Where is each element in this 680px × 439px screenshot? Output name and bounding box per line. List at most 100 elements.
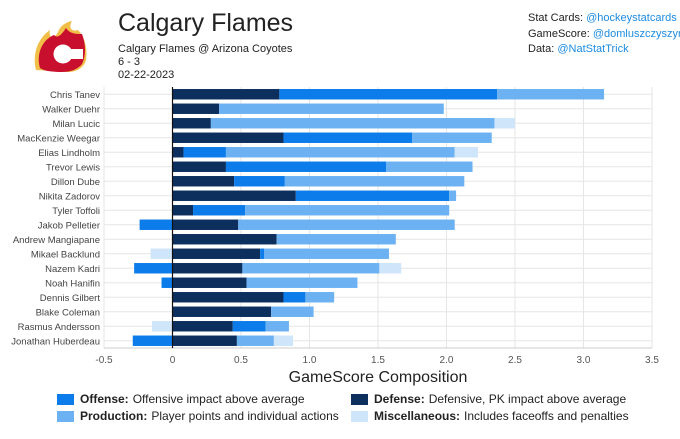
bar-offense <box>132 335 173 346</box>
bar-production <box>271 306 314 317</box>
player-name-label: Andrew Mangiapane <box>13 235 100 246</box>
x-tick-label: 2.5 <box>508 355 522 366</box>
bar-misc <box>379 263 402 274</box>
bar-production <box>305 292 335 303</box>
player-name-label: Trevor Lewis <box>46 162 100 173</box>
legend-bold-offense: Offense: <box>80 392 129 406</box>
legend-text-misc: Includes faceoffs and penalties <box>464 409 629 423</box>
bar-defense <box>172 263 243 274</box>
bar-production <box>242 263 380 274</box>
bar-offense <box>234 176 285 187</box>
x-tick-label: 1.5 <box>371 355 385 366</box>
bar-defense <box>172 219 239 230</box>
player-name-label: Blake Coleman <box>36 307 100 318</box>
bar-offense <box>225 161 387 172</box>
game-matchup: Calgary Flames @ Arizona Coyotes <box>118 43 293 55</box>
bar-offense <box>283 132 413 143</box>
credit-stat-cards: Stat Cards: @hockeystatcards <box>528 11 680 27</box>
player-name-label: Jakob Pelletier <box>38 220 100 231</box>
legend-defense: Defense: Defensive, PK impact above aver… <box>351 392 626 406</box>
player-name-label: Elias Lindholm <box>38 148 100 159</box>
player-name-label: Walker Duehr <box>42 104 100 115</box>
credits: Stat Cards: @hockeystatcards GameScore: … <box>528 11 680 58</box>
bar-misc <box>494 118 515 129</box>
legend-bold-misc: Miscellaneous: <box>374 409 461 423</box>
player-name-label: Mikael Backlund <box>31 249 100 260</box>
x-tick-label: 3.5 <box>645 355 659 366</box>
credit-link-hockeystatcards[interactable]: @hockeystatcards <box>586 12 677 24</box>
legend-swatch-defense <box>351 393 368 405</box>
legend-bold-defense: Defense: <box>374 392 425 406</box>
bar-offense <box>134 263 173 274</box>
bar-production <box>412 132 492 143</box>
x-tick-label: 0 <box>170 355 176 366</box>
bar-defense <box>172 190 296 201</box>
bar-production <box>386 161 473 172</box>
bar-misc <box>273 335 294 346</box>
bar-defense <box>172 161 226 172</box>
legend-swatch-misc <box>351 410 368 422</box>
bar-defense <box>172 103 220 114</box>
bar-defense <box>172 321 233 332</box>
bar-defense <box>172 118 211 129</box>
x-tick-label: 3.0 <box>577 355 591 366</box>
bar-defense <box>172 132 284 143</box>
credit-label: Stat Cards: <box>528 12 584 24</box>
x-axis-title: GameScore Composition <box>288 369 468 386</box>
bar-offense <box>232 321 266 332</box>
bar-production <box>238 219 455 230</box>
credit-gamescore: GameScore: @domluszczyszyn <box>528 27 680 43</box>
legend-offense: Offense: Offensive impact above average <box>57 392 305 406</box>
x-tick-label: 0.5 <box>234 355 248 366</box>
game-score: 6 - 3 <box>118 56 141 68</box>
bar-misc <box>454 147 479 158</box>
bar-defense <box>172 147 184 158</box>
legend-text-defense: Defensive, PK impact above average <box>428 392 627 406</box>
credit-label: Data: <box>528 43 555 55</box>
legend-text-production: Player points and individual actions <box>151 409 339 423</box>
x-tick-label: 2.0 <box>440 355 454 366</box>
credit-link-natstattrick[interactable]: @NatStatTrick <box>557 43 629 55</box>
bar-defense <box>172 277 247 288</box>
bar-production <box>497 89 605 100</box>
bar-production <box>210 118 495 129</box>
bar-offense <box>139 219 173 230</box>
player-name-label: Nikita Zadorov <box>39 191 100 202</box>
bar-offense <box>295 190 450 201</box>
bar-misc <box>151 321 173 332</box>
bar-offense <box>193 205 246 216</box>
legend-swatch-offense <box>57 393 74 405</box>
legend-misc: Miscellaneous: Includes faceoffs and pen… <box>351 409 629 423</box>
game-date: 02-22-2023 <box>118 69 175 81</box>
bar-defense <box>172 89 280 100</box>
bar-production <box>245 205 450 216</box>
legend-text-offense: Offensive impact above average <box>132 392 305 406</box>
player-name-label: Noah Hanifin <box>45 278 100 289</box>
bar-production <box>246 277 358 288</box>
bar-defense <box>172 306 272 317</box>
bar-production <box>276 234 396 245</box>
bar-defense <box>172 248 261 259</box>
player-name-label: Rasmus Andersson <box>18 322 100 333</box>
bar-defense <box>172 335 237 346</box>
legend-bold-production: Production: <box>80 409 148 423</box>
x-tick-label: -0.5 <box>95 355 113 366</box>
bar-offense <box>183 147 226 158</box>
bar-offense <box>260 248 265 259</box>
player-name-label: Tyler Toffoli <box>52 206 100 217</box>
legend-swatch-production <box>57 410 74 422</box>
bar-defense <box>172 292 284 303</box>
bar-production <box>264 248 389 259</box>
credit-link-domluszczyszyn[interactable]: @domluszczyszyn <box>592 27 680 40</box>
credit-label: GameScore: <box>528 27 590 40</box>
bar-offense <box>161 277 173 288</box>
x-tick-label: 1.0 <box>303 355 317 366</box>
bar-production <box>225 147 455 158</box>
bar-offense <box>283 292 306 303</box>
player-name-label: Jonathan Huberdeau <box>11 336 100 347</box>
player-name-label: Nazem Kadri <box>45 264 100 275</box>
legend-production: Production: Player points and individual… <box>57 409 339 423</box>
logo-c-opening <box>63 49 83 59</box>
bar-offense <box>279 89 498 100</box>
